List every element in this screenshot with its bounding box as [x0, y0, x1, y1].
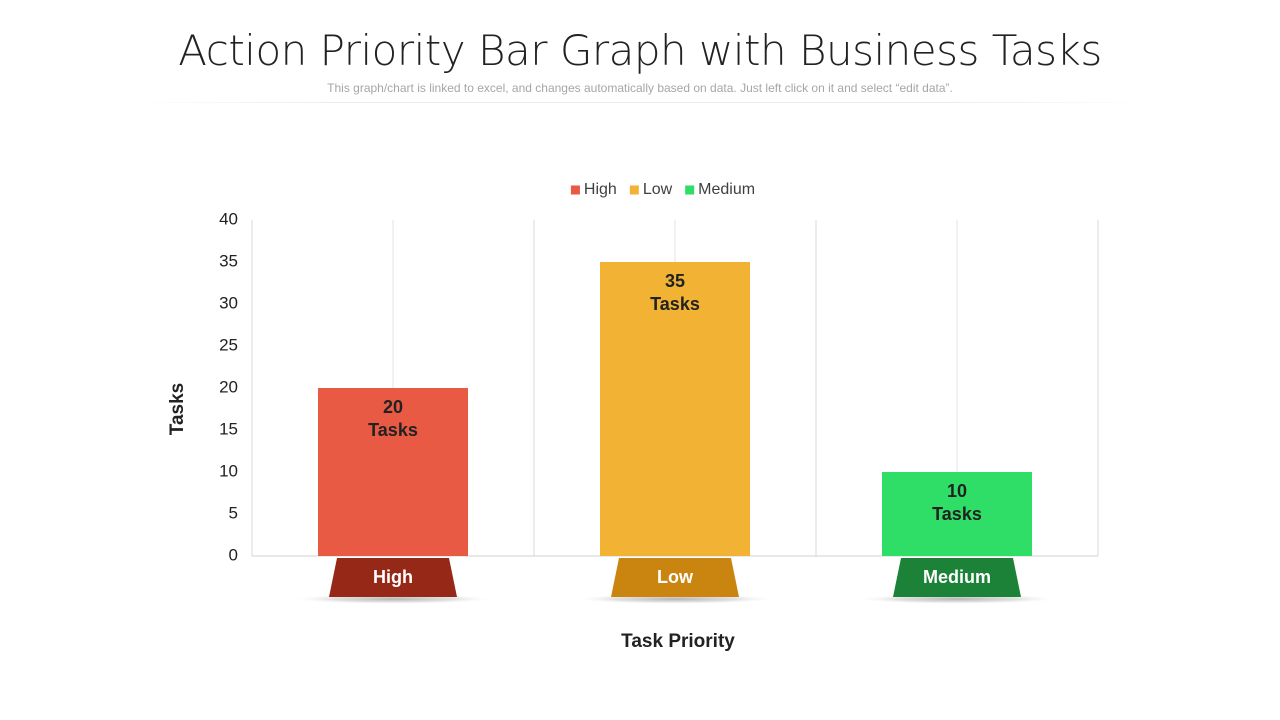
y-tick-label: 15 — [219, 419, 238, 438]
category-tag — [611, 558, 739, 597]
legend-label: High — [584, 181, 617, 198]
category-tags: High Low Medium — [291, 558, 1059, 604]
y-tick-label: 40 — [219, 209, 238, 228]
data-label-unit: Tasks — [932, 504, 982, 524]
data-label-value: 10 — [947, 481, 967, 501]
legend-label: Low — [643, 181, 673, 198]
bars — [318, 262, 1032, 556]
data-label-unit: Tasks — [650, 294, 700, 314]
title-divider — [130, 102, 1150, 103]
y-tick-label: 25 — [219, 335, 238, 354]
x-tick-label: Low — [657, 567, 694, 587]
legend-label: Medium — [698, 181, 755, 198]
y-tick-label: 5 — [229, 503, 238, 522]
legend-swatch — [685, 185, 695, 195]
legend-swatch — [629, 185, 639, 195]
data-labels: 20 Tasks 35 Tasks 10 Tasks — [368, 271, 982, 524]
data-label-value: 35 — [665, 271, 685, 291]
bar-high — [318, 388, 468, 556]
legend-swatch — [570, 185, 580, 195]
category-tag — [329, 558, 457, 597]
y-tick-label: 35 — [219, 251, 238, 270]
x-axis-title: Task Priority — [621, 631, 735, 652]
page-title: Action Priority Bar Graph with Business … — [178, 26, 1102, 75]
y-tick-label: 0 — [229, 545, 238, 564]
y-tick-label: 30 — [219, 293, 238, 312]
y-tick-label: 10 — [219, 461, 238, 480]
x-tick-label: High — [373, 567, 413, 587]
data-label-unit: Tasks — [368, 420, 418, 440]
bar-medium — [882, 472, 1032, 556]
y-axis-title: Tasks — [167, 383, 188, 435]
x-tick-label: Medium — [923, 567, 991, 587]
y-tick-label: 20 — [219, 377, 238, 396]
data-label-value: 20 — [383, 397, 403, 417]
bar-low — [600, 262, 750, 556]
page-subtitle: This graph/chart is linked to excel, and… — [327, 81, 953, 95]
legend: High Low Medium — [570, 181, 755, 198]
category-tag — [893, 558, 1021, 597]
